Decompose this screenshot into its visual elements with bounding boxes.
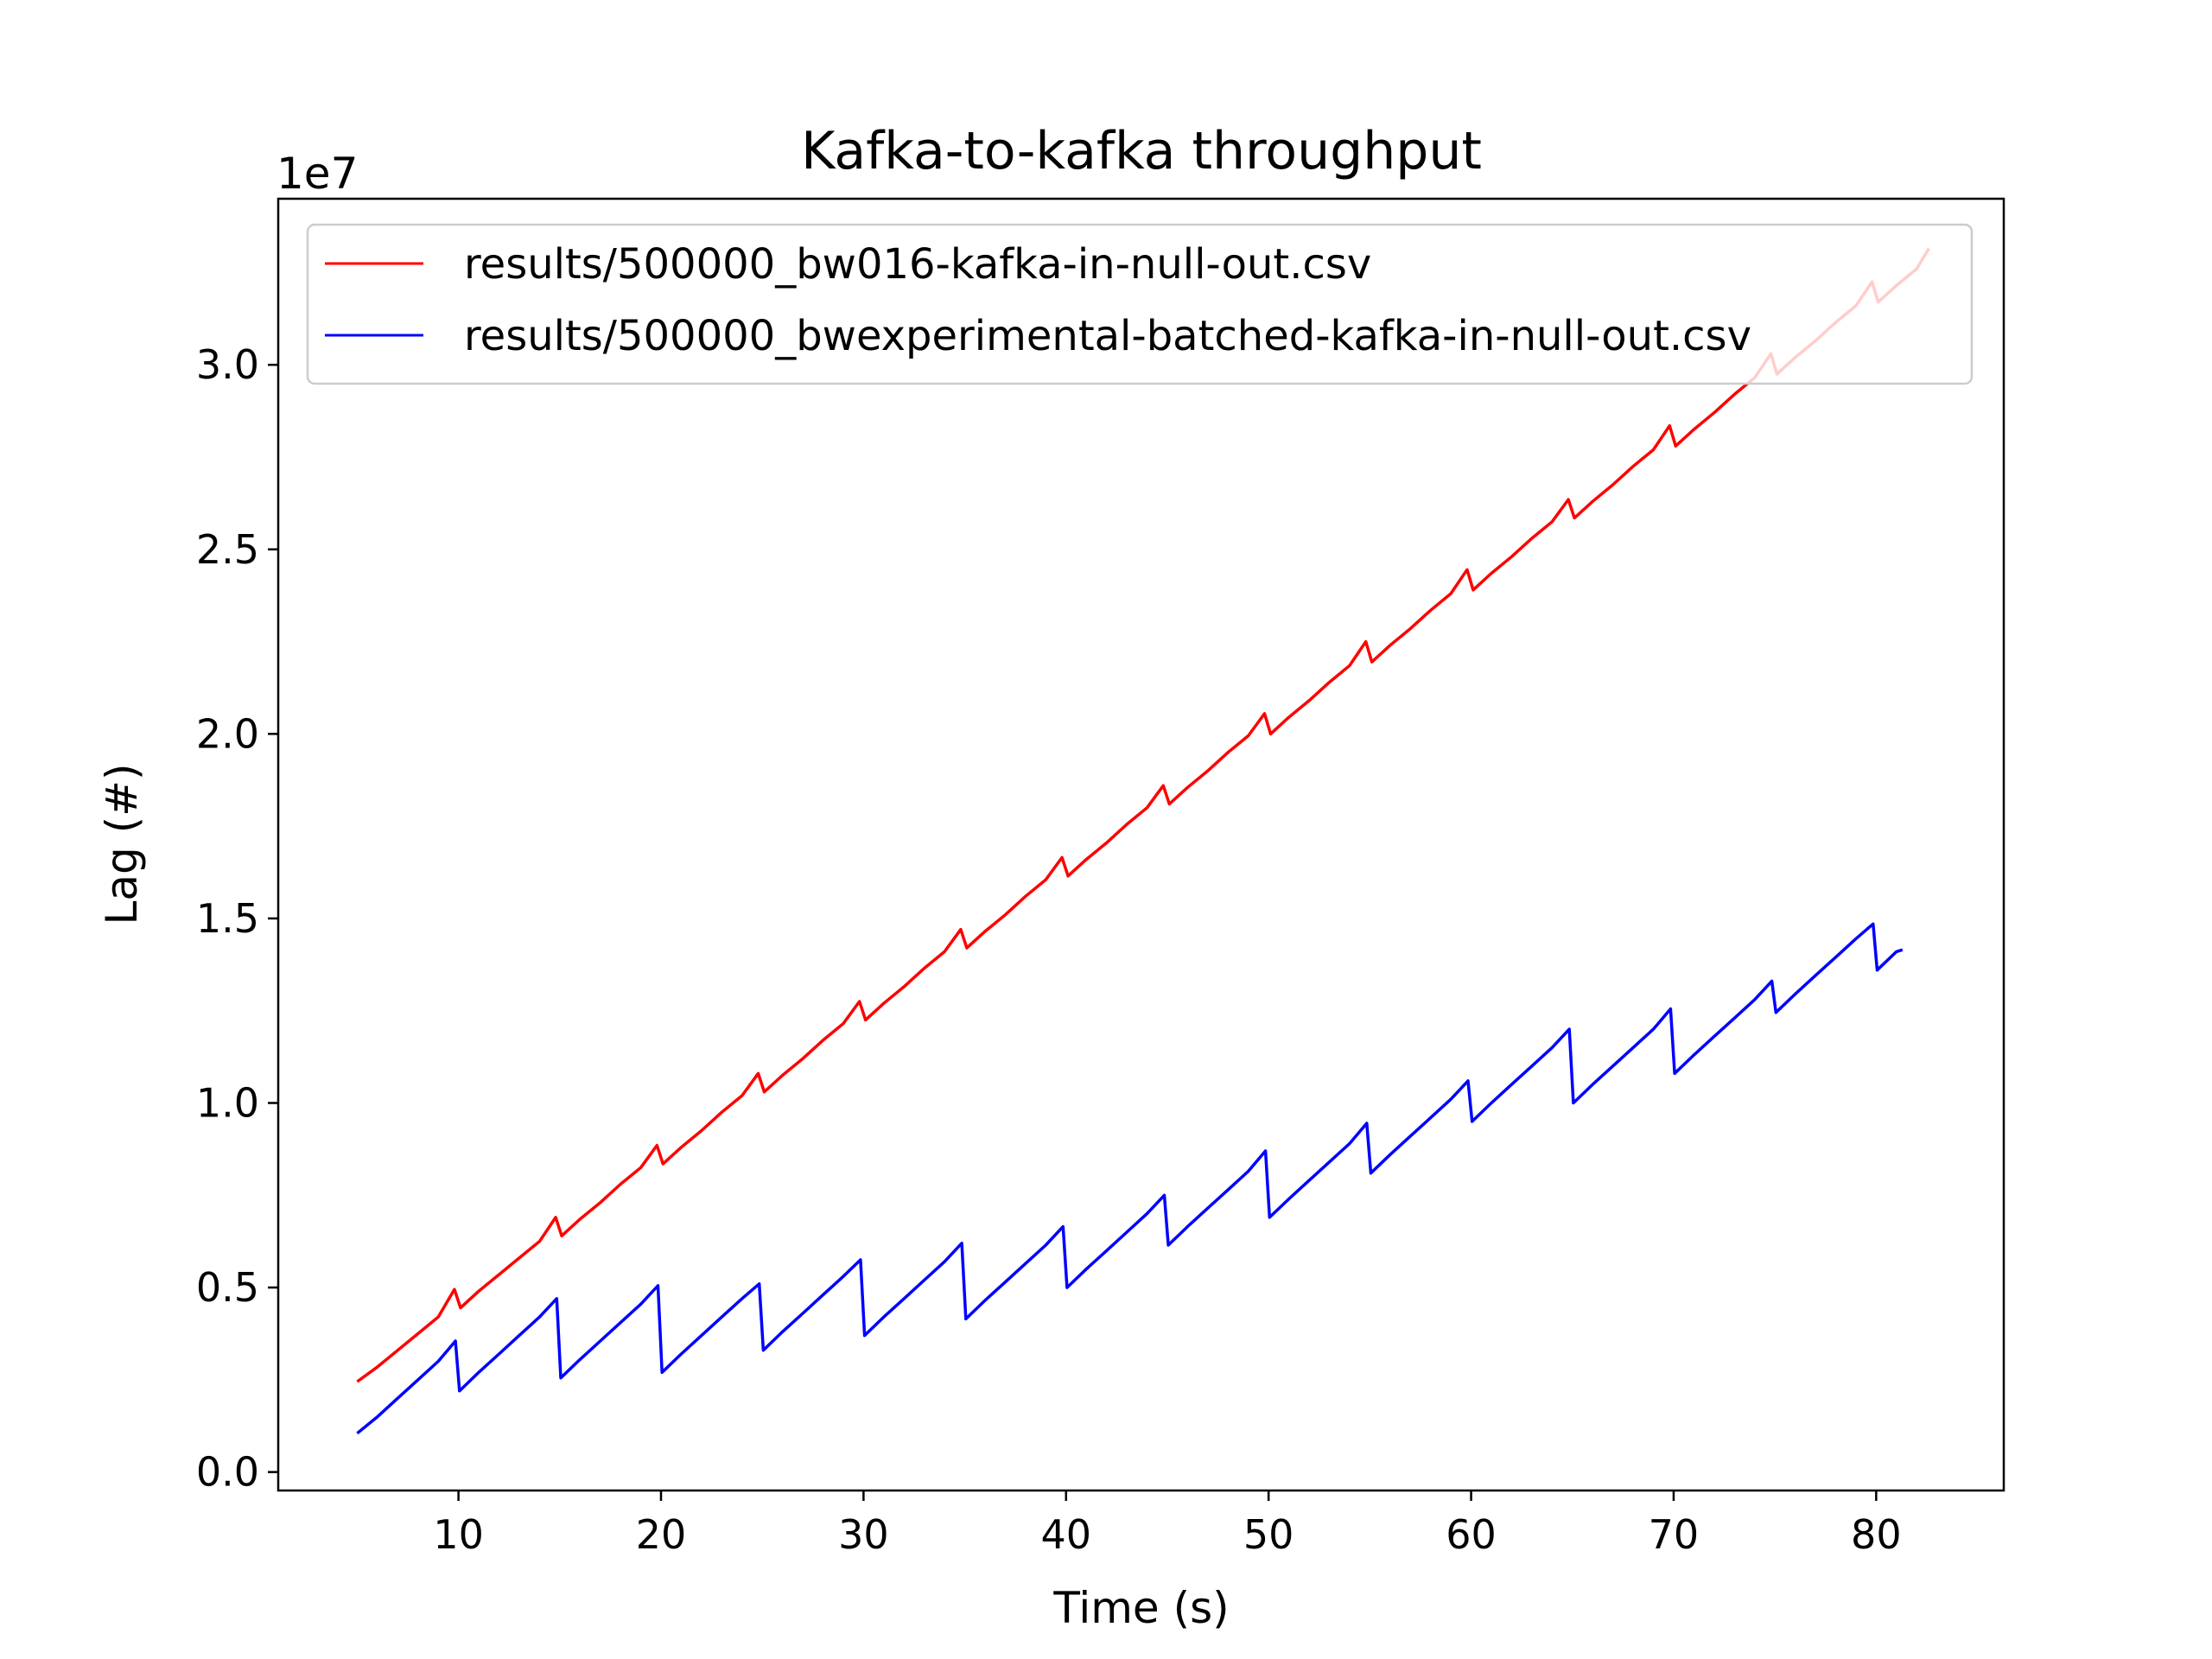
x-axis-label: Time (s)	[1052, 1583, 1229, 1633]
y-offset-text: 1e7	[276, 149, 358, 199]
x-tick-label: 40	[1041, 1511, 1092, 1558]
y-axis-ticks: 0.0 0.5 1.0 1.5 2.0 2.5 3.0	[196, 341, 278, 1496]
x-tick-label: 10	[433, 1511, 484, 1558]
plot-area	[276, 197, 2005, 1492]
plot-background	[278, 199, 2004, 1491]
y-tick-label: 3.0	[196, 341, 259, 388]
y-tick-label: 2.0	[196, 710, 259, 757]
y-tick-label: 1.0	[196, 1080, 259, 1127]
y-tick-label: 0.0	[196, 1449, 259, 1496]
plot-frame	[276, 197, 2005, 1492]
x-tick-label: 80	[1851, 1511, 1902, 1558]
legend: results/500000_bw016-kafka-in-null-out.c…	[306, 223, 1974, 385]
x-tick-label: 70	[1649, 1511, 1700, 1558]
y-axis-label: Lag (#)	[97, 763, 147, 925]
y-tick-label: 0.5	[196, 1264, 259, 1311]
series-layer	[356, 247, 1930, 1435]
x-tick-label: 30	[838, 1511, 889, 1558]
x-tick-label: 20	[636, 1511, 687, 1558]
legend-label-series-2: results/500000_bwexperimental-batched-ka…	[464, 312, 1751, 360]
legend-frame	[306, 223, 1974, 385]
legend-label-series-1: results/500000_bw016-kafka-in-null-out.c…	[464, 240, 1371, 289]
y-tick-label: 2.5	[196, 526, 259, 573]
y-tick-label: 1.5	[196, 895, 259, 942]
x-axis-ticks: 10 20 30 40 50 60 70 80	[433, 1491, 1902, 1558]
series-line-1	[356, 247, 1930, 1383]
x-tick-label: 50	[1243, 1511, 1294, 1558]
chart-title: Kafka-to-kafka throughput	[801, 121, 1482, 181]
series-line-2	[356, 922, 1904, 1435]
x-tick-label: 60	[1446, 1511, 1497, 1558]
